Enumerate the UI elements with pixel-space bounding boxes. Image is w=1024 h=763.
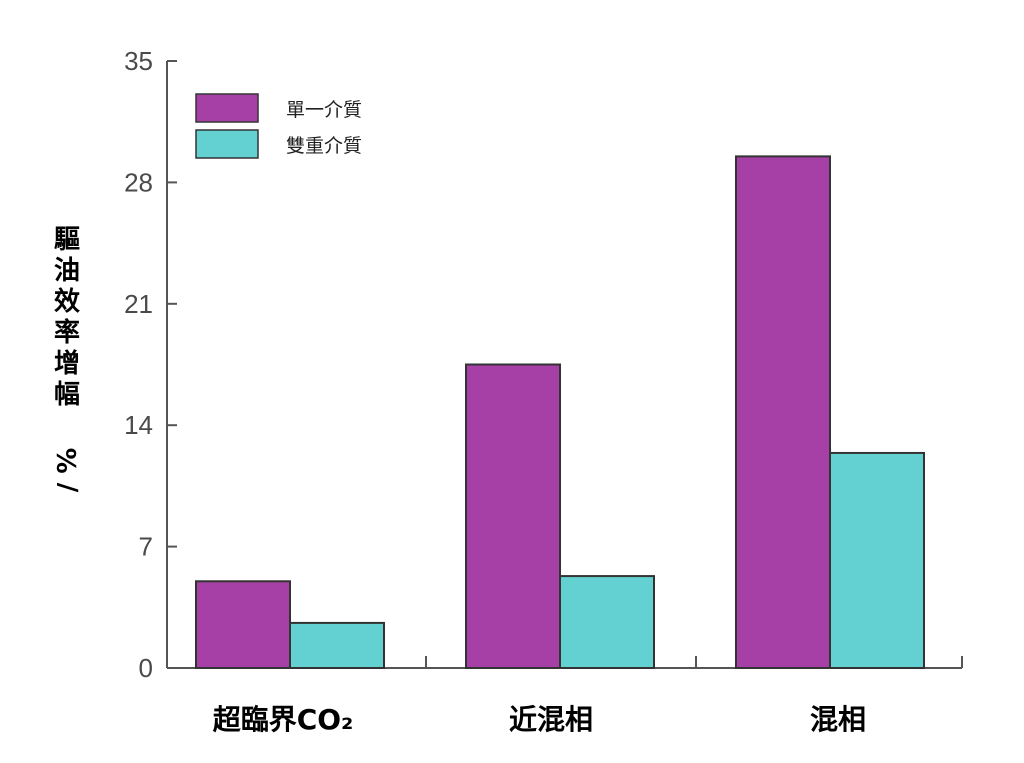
bar-single-2 <box>735 155 831 669</box>
legend-label: 單一介質 <box>286 99 362 121</box>
y-axis-title-char: 油 <box>54 256 80 286</box>
y-tick-label: 35 <box>124 46 153 76</box>
bar-dual-2 <box>829 451 925 669</box>
y-tick-label: 7 <box>139 532 153 562</box>
bar-dual-1 <box>559 575 655 670</box>
y-tick-label: 28 <box>124 167 153 197</box>
bars <box>195 155 925 670</box>
category-label: 混相 <box>810 703 866 736</box>
legend-label: 雙重介質 <box>286 135 362 157</box>
y-axis-ticks: 0 7 14 21 28 35 <box>124 46 177 683</box>
category-label: 超臨界CO₂ <box>213 703 354 736</box>
x-axis-labels: 超臨界CO₂ 近混相 混相 <box>213 703 866 736</box>
y-axis-title-char: 效 <box>54 286 80 317</box>
legend-swatch <box>195 93 259 123</box>
y-axis-title-char: 率 <box>54 317 80 348</box>
y-tick-label: 14 <box>124 410 153 440</box>
bar-single-1 <box>465 363 561 669</box>
y-axis-title-char: 幅 <box>54 380 80 410</box>
y-axis-title-unit: / % <box>53 448 83 493</box>
category-label: 近混相 <box>509 703 593 736</box>
legend-swatch <box>195 129 259 159</box>
y-axis-title-char: 驅 <box>54 225 80 255</box>
bar-dual-0 <box>289 621 385 669</box>
y-tick-label: 0 <box>139 653 153 683</box>
y-tick-label: 21 <box>124 289 153 319</box>
bar-single-0 <box>195 580 291 669</box>
y-axis-title-char: 增 <box>54 348 80 379</box>
